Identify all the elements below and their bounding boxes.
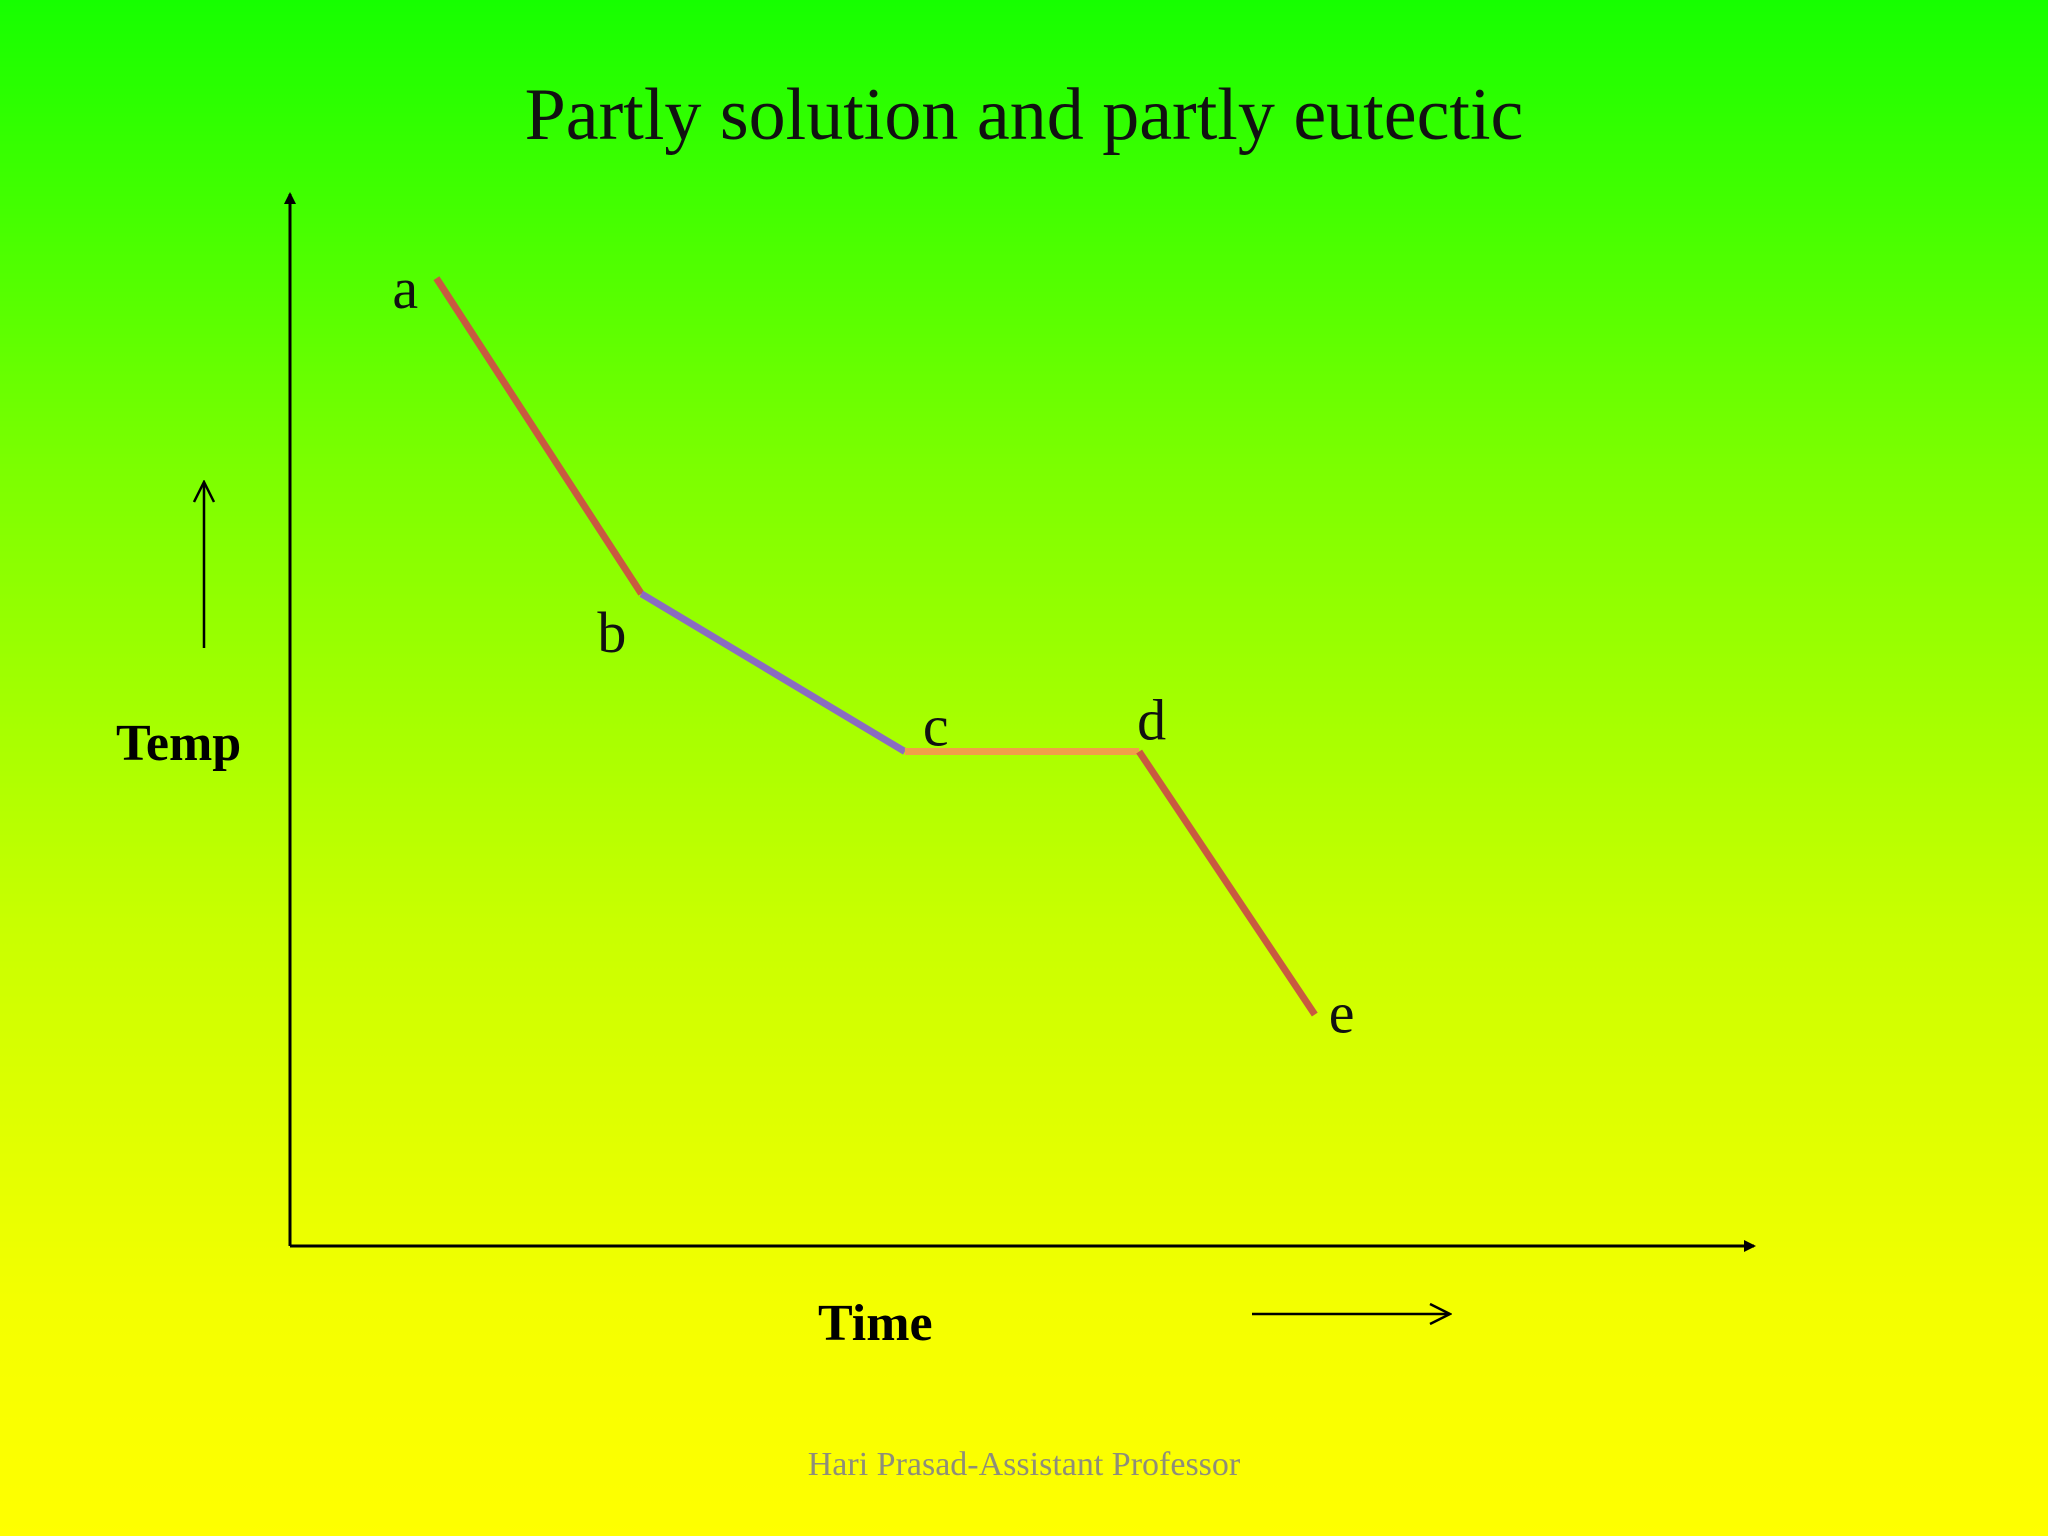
segment-b-c <box>639 590 907 755</box>
point-label-d: d <box>1137 688 1166 753</box>
chart-title: Partly solution and partly eutectic <box>524 74 1524 156</box>
x-axis-label: Time <box>818 1295 933 1352</box>
point-label-c: c <box>923 694 949 759</box>
y-axis-label: Temp <box>116 715 242 772</box>
point-label-a: a <box>392 256 418 321</box>
point-label-e: e <box>1329 981 1355 1046</box>
cooling-curve <box>433 276 1318 1017</box>
segment-d-e <box>1136 749 1318 1017</box>
point-label-b: b <box>597 600 626 665</box>
segment-a-b <box>433 276 645 596</box>
point-labels: a b c d e <box>392 256 1354 1045</box>
footer-credit: Hari Prasad-Assistant Professor <box>807 1446 1241 1483</box>
